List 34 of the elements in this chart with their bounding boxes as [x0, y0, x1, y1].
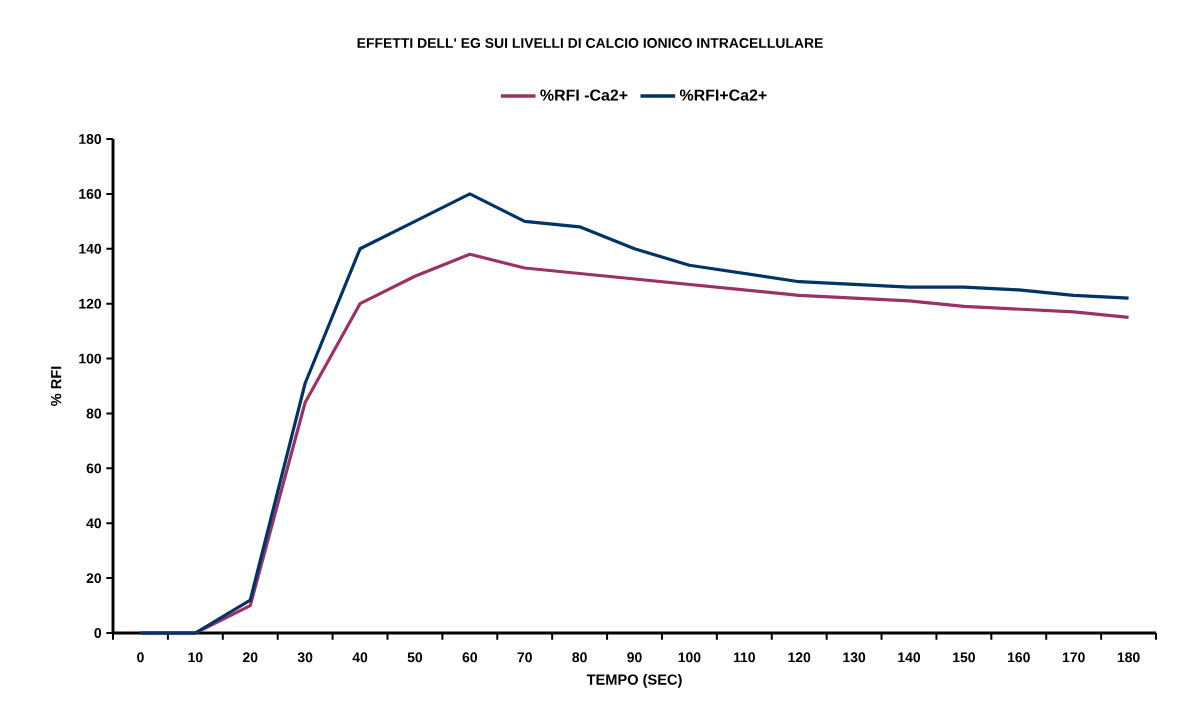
x-tick-label: 0 [137, 652, 144, 663]
y-tick-label: 80 [86, 408, 102, 419]
x-tick-label: 40 [352, 652, 368, 663]
y-tick-label: 100 [79, 353, 102, 364]
y-tick-label: 40 [86, 518, 102, 529]
x-tick-label: 90 [627, 652, 642, 663]
x-axis-title: TEMPO (SEC) [586, 674, 682, 688]
legend-label: %RFI -Ca2+ [540, 89, 628, 101]
y-tick-label: 180 [79, 134, 102, 144]
x-tick-label: 80 [572, 652, 587, 663]
y-tick-label: 120 [79, 298, 102, 309]
x-tick-label: 50 [407, 652, 423, 663]
x-tick-label: 60 [462, 652, 478, 663]
legend-label: %RFI+Ca2+ [679, 89, 767, 101]
x-tick-label: 20 [242, 652, 258, 663]
chart-title: EFFETTI DELL' EG SUI LIVELLI DI CALCIO IONICO INTRACELLULARE [357, 38, 823, 48]
x-tick-label: 110 [733, 652, 755, 663]
y-tick-label: 60 [86, 463, 102, 474]
y-tick-label: 0 [94, 628, 102, 638]
y-axis-title: % RFI [50, 366, 62, 406]
x-tick-label: 160 [1008, 652, 1030, 663]
y-tick-label: 140 [79, 243, 102, 254]
x-tick-label: 180 [1117, 652, 1140, 663]
x-tick-label: 100 [678, 652, 701, 663]
x-tick-label: 120 [788, 652, 811, 663]
x-tick-label: 130 [843, 652, 866, 663]
x-tick-label: 140 [898, 652, 921, 663]
x-tick-label: 70 [517, 652, 532, 663]
y-tick-label: 160 [79, 188, 102, 199]
x-tick-label: 170 [1062, 652, 1085, 663]
x-tick-label: 150 [953, 652, 975, 663]
y-tick-label: 20 [86, 573, 102, 584]
x-tick-label: 30 [297, 652, 313, 663]
x-tick-label: 10 [188, 652, 203, 663]
